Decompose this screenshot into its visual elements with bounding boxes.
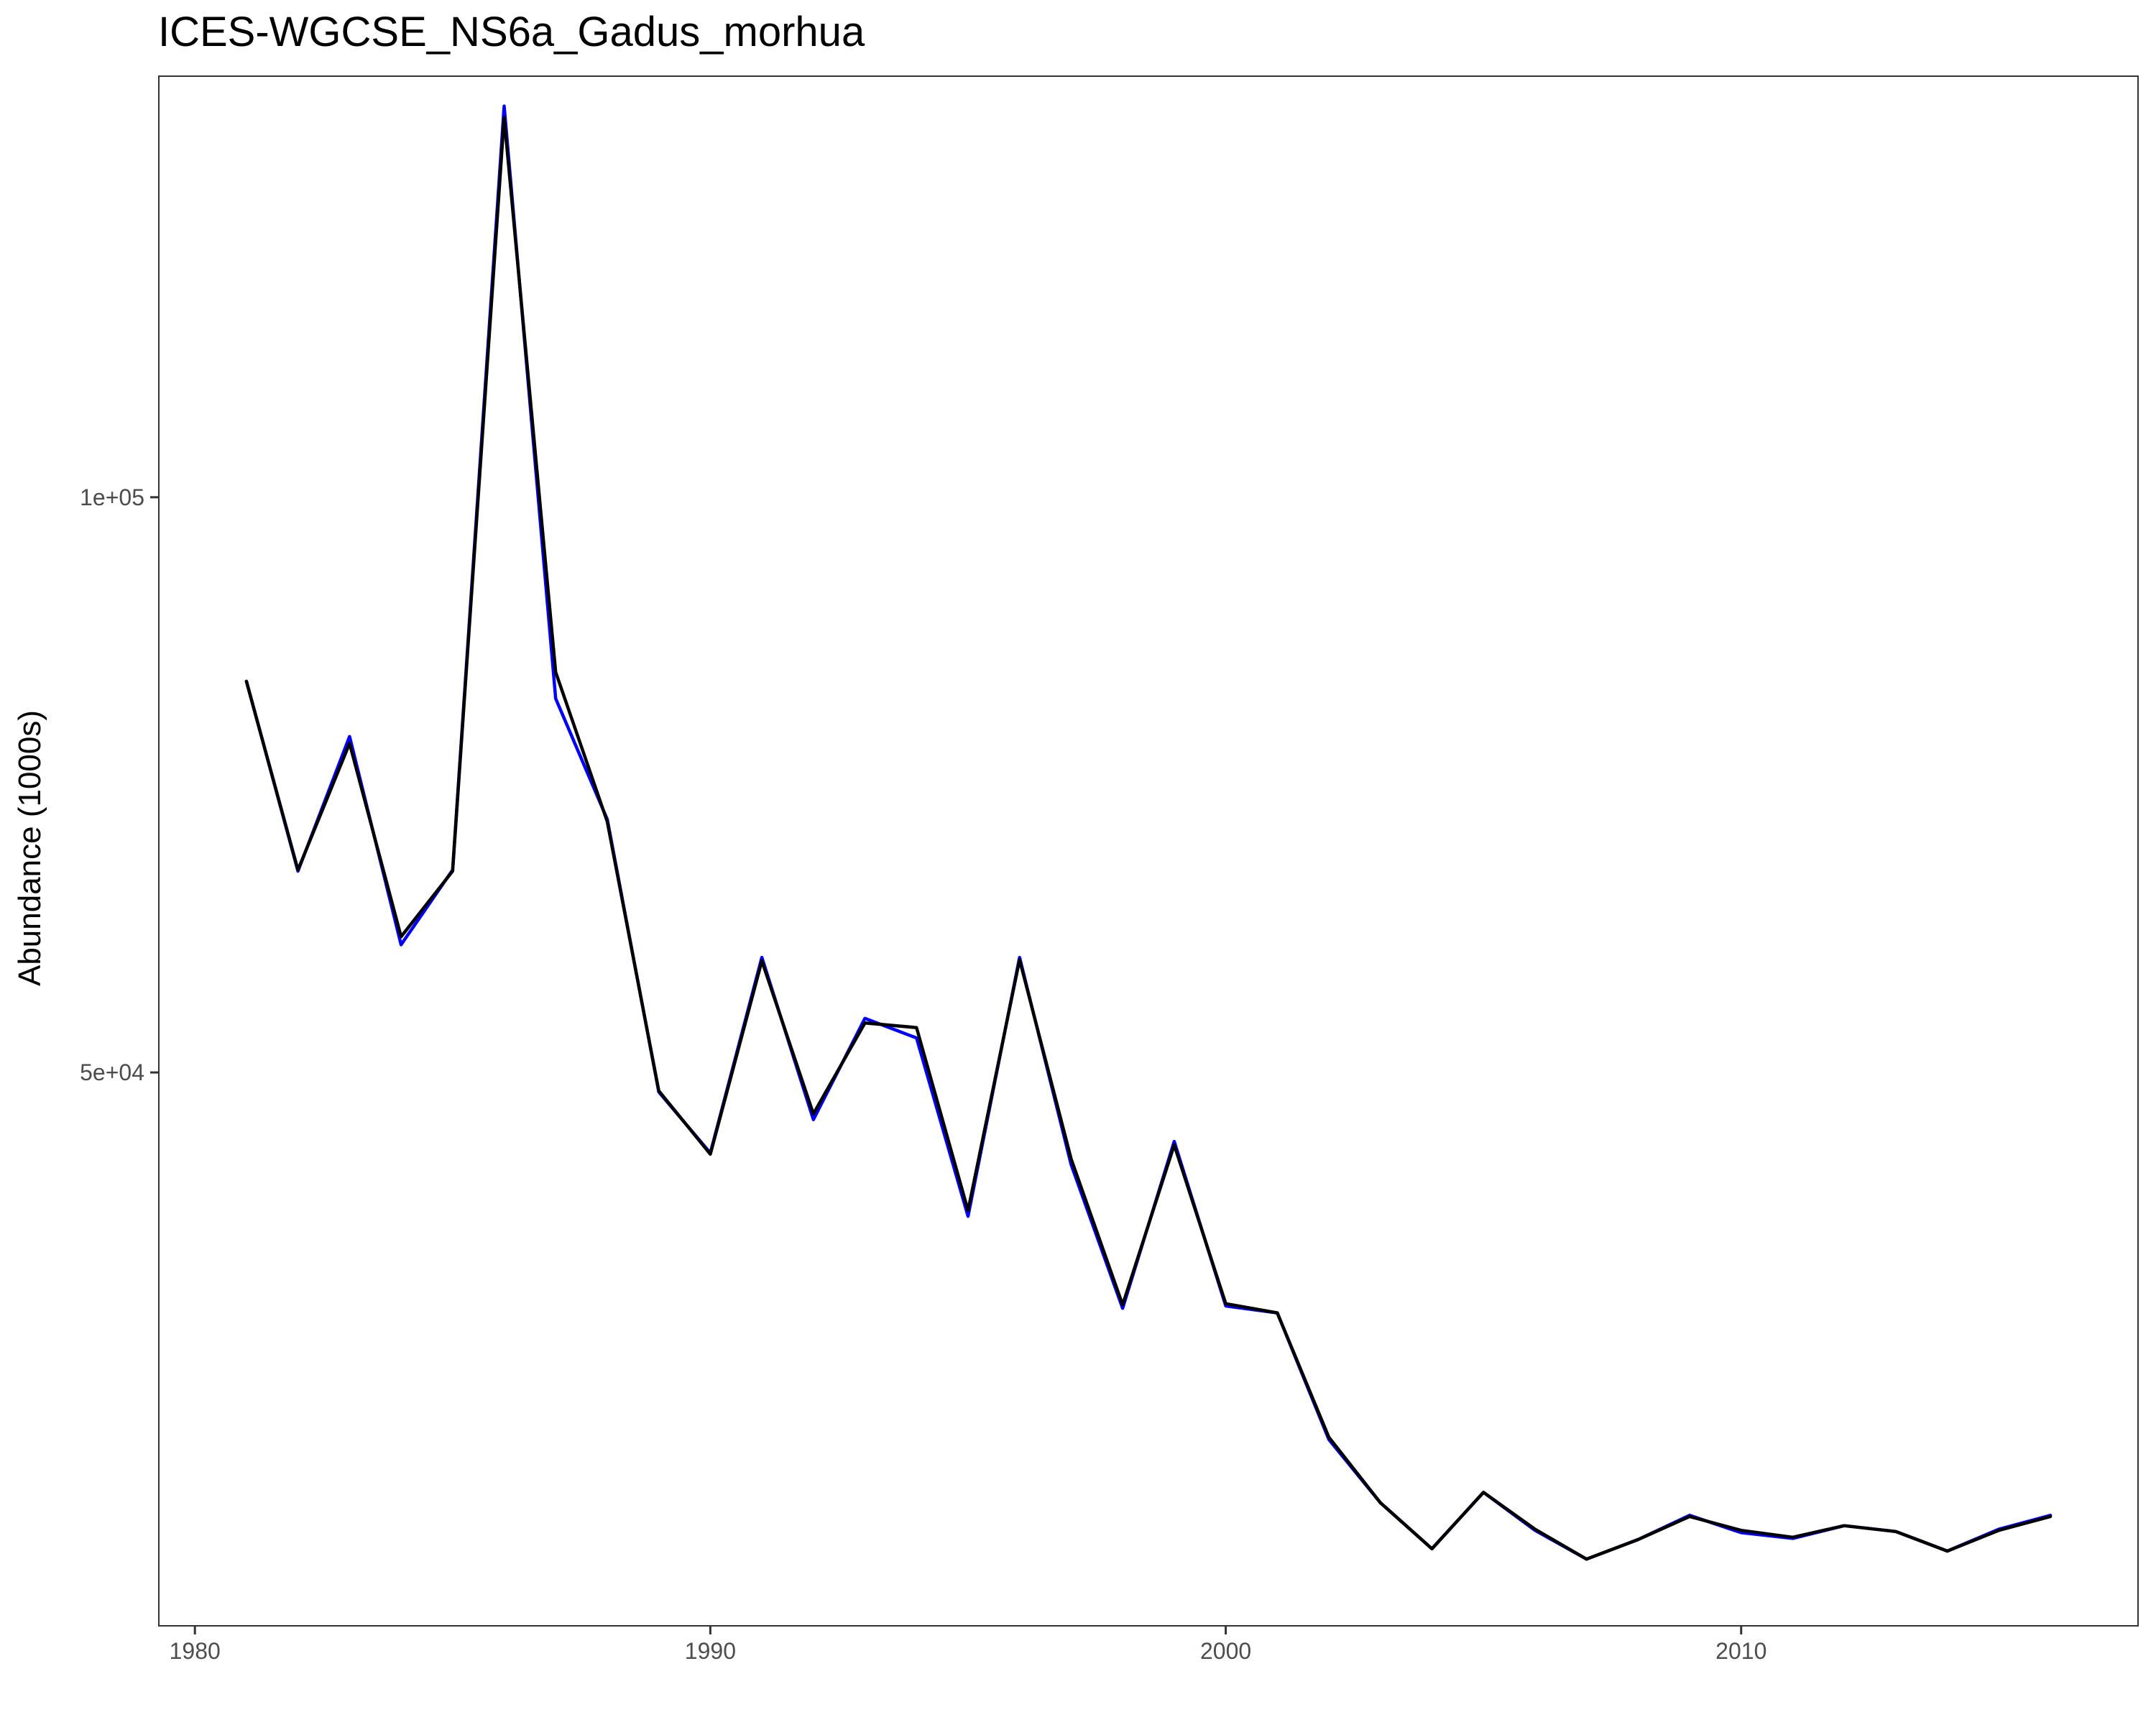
y-tick-label-1: 1e+05 xyxy=(80,484,144,510)
series-line-2 xyxy=(244,116,2053,1561)
chart-title: ICES-WGCSE_NS6a_Gadus_morhua xyxy=(158,9,865,55)
x-tick-label-1980: 1980 xyxy=(170,1638,221,1664)
y-axis-label: Abundance (1000s) xyxy=(12,710,47,986)
y-axis: 5e+04 1e+05 xyxy=(80,484,159,1085)
x-tick-label-1990: 1990 xyxy=(685,1638,736,1664)
plot-panel-border xyxy=(158,75,2139,1627)
y-tick-label-0: 5e+04 xyxy=(80,1059,144,1085)
series-layer xyxy=(244,104,2053,1561)
x-tick-label-2010: 2010 xyxy=(1715,1638,1766,1664)
x-tick-label-2000: 2000 xyxy=(1200,1638,1251,1664)
x-axis: 1980 1990 2000 2010 xyxy=(170,1626,1766,1664)
